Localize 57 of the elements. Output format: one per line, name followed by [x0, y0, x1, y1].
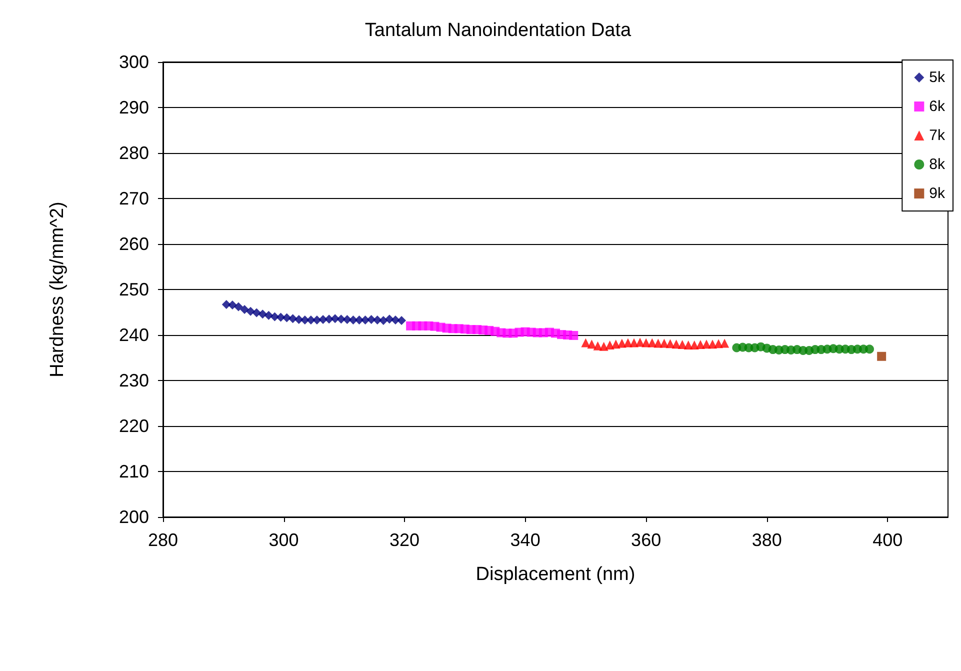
point [264, 310, 274, 320]
y-tick-label: 220 [118, 416, 149, 436]
y-tick-label: 260 [118, 234, 149, 254]
point [690, 340, 699, 350]
point [378, 316, 388, 325]
point [865, 344, 874, 354]
point [666, 339, 675, 348]
point [599, 342, 608, 351]
x-tick-label: 300 [268, 530, 299, 550]
legend-label: 6k [929, 98, 946, 115]
point [877, 352, 886, 361]
point [342, 315, 352, 324]
y-tick-label: 280 [118, 143, 149, 163]
legend-label: 8k [929, 156, 946, 173]
point [312, 315, 322, 324]
point [397, 316, 406, 325]
legend-label: 5k [929, 69, 946, 86]
y-tick-label: 300 [118, 52, 149, 72]
legend-label: 9k [929, 185, 946, 202]
x-tick-label: 320 [390, 530, 420, 550]
point [714, 339, 724, 348]
y-tick-label: 230 [118, 370, 149, 390]
point [288, 314, 298, 324]
y-tick-label: 200 [118, 507, 149, 527]
point [605, 340, 614, 350]
point [240, 305, 250, 314]
x-axis-title: Displacement (nm) [476, 564, 636, 585]
point [258, 310, 268, 319]
y-tick-label: 240 [118, 325, 149, 345]
point [696, 340, 705, 350]
point [246, 306, 256, 316]
x-tick-label: 340 [510, 530, 540, 550]
point [390, 315, 400, 324]
legend-label: 7k [929, 127, 946, 144]
y-tick-label: 250 [118, 280, 149, 300]
y-tick-label: 210 [118, 462, 149, 482]
point [330, 314, 340, 324]
point [636, 338, 645, 347]
point [252, 308, 262, 318]
y-axis-title: Hardness (kg/mm^2) [47, 202, 68, 378]
point [336, 314, 346, 324]
point [270, 312, 280, 322]
x-tick-label: 280 [148, 530, 178, 550]
point [228, 300, 237, 310]
point [234, 302, 243, 312]
x-tick-label: 380 [752, 530, 782, 550]
point [708, 340, 717, 349]
point [587, 340, 596, 349]
x-tick-label: 400 [872, 530, 903, 550]
x-tick-label: 360 [631, 530, 662, 550]
y-tick-label: 270 [118, 188, 149, 208]
chart-title: Tantalum Nanoindentation Data [364, 20, 632, 41]
point [581, 338, 590, 348]
point [569, 330, 578, 340]
point [282, 313, 292, 322]
y-tick-label: 290 [118, 98, 149, 118]
point [720, 338, 730, 348]
